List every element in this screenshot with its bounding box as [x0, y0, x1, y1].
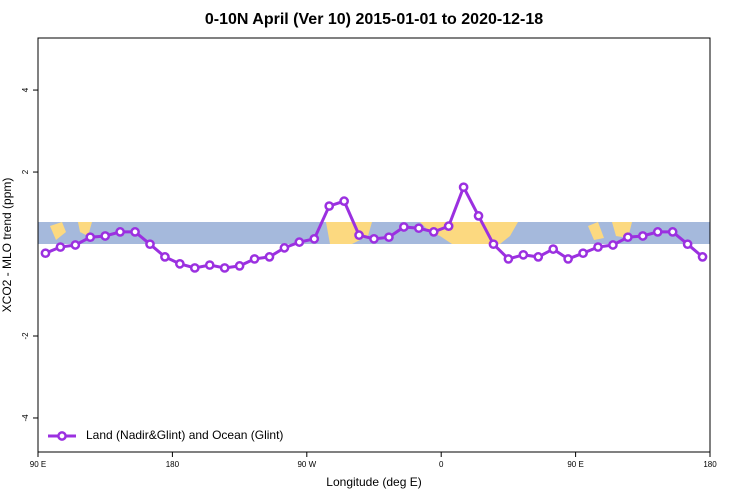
- x-tick-label: 90 W: [297, 460, 316, 469]
- data-point: [518, 249, 529, 260]
- data-point: [413, 223, 424, 234]
- y-tick-label: -2: [21, 332, 30, 340]
- chart-title: 0-10N April (Ver 10) 2015-01-01 to 2020-…: [205, 11, 543, 28]
- data-point: [697, 252, 708, 262]
- data-point: [204, 260, 215, 270]
- x-tick-label: 180: [703, 460, 717, 469]
- data-point: [637, 231, 648, 241]
- data-point: [55, 242, 66, 252]
- data-point: [428, 227, 439, 237]
- legend-marker: [57, 431, 67, 441]
- data-point: [264, 252, 275, 262]
- data-point: [488, 239, 499, 250]
- data-point: [652, 227, 663, 237]
- data-point: [279, 243, 290, 253]
- x-tick-label: 0: [439, 460, 444, 469]
- data-point: [473, 211, 484, 221]
- legend-label: Land (Nadir&Glint) and Ocean (Glint): [86, 428, 283, 442]
- data-point: [234, 261, 245, 271]
- data-point: [100, 231, 111, 241]
- x-axis-label: Longitude (deg E): [326, 475, 421, 489]
- y-tick-label: -4: [21, 414, 30, 422]
- data-point: [160, 252, 170, 262]
- x-tick-label: 90 E: [567, 460, 583, 469]
- data-point: [145, 239, 155, 250]
- data-point: [458, 182, 469, 193]
- data-point: [578, 248, 588, 259]
- data-point: [354, 230, 364, 241]
- plot-frame: [37, 37, 711, 453]
- data-point: [219, 263, 230, 273]
- data-point: [399, 222, 409, 232]
- y-tick-label: 2: [21, 169, 30, 174]
- data-point: [294, 237, 305, 247]
- data-point: [175, 259, 185, 269]
- data-point: [563, 254, 573, 264]
- map-band: [38, 222, 710, 244]
- y-tick-label: 4: [21, 87, 30, 92]
- x-tick-label: 180: [166, 460, 180, 469]
- data-point: [623, 232, 633, 243]
- data-point: [369, 234, 379, 244]
- data-point: [130, 227, 140, 237]
- data-point: [593, 242, 603, 252]
- data-point: [85, 232, 96, 243]
- data-point: [40, 248, 51, 259]
- y-axis-label: XCO2 - MLO trend (ppm): [0, 178, 14, 313]
- data-point: [548, 244, 559, 254]
- data-point: [608, 240, 618, 250]
- data-point: [70, 240, 81, 250]
- data-point: [667, 227, 678, 237]
- data-point: [533, 252, 544, 262]
- data-point: [189, 263, 200, 273]
- data-point: [384, 232, 394, 243]
- x-tick-label: 90 E: [30, 460, 46, 469]
- data-point: [339, 196, 349, 206]
- data-point: [324, 201, 335, 211]
- data-point: [503, 254, 514, 264]
- data-point: [443, 221, 454, 231]
- data-point: [115, 227, 125, 237]
- data-point: [309, 234, 320, 244]
- data-point: [249, 254, 260, 264]
- data-point: [682, 239, 693, 250]
